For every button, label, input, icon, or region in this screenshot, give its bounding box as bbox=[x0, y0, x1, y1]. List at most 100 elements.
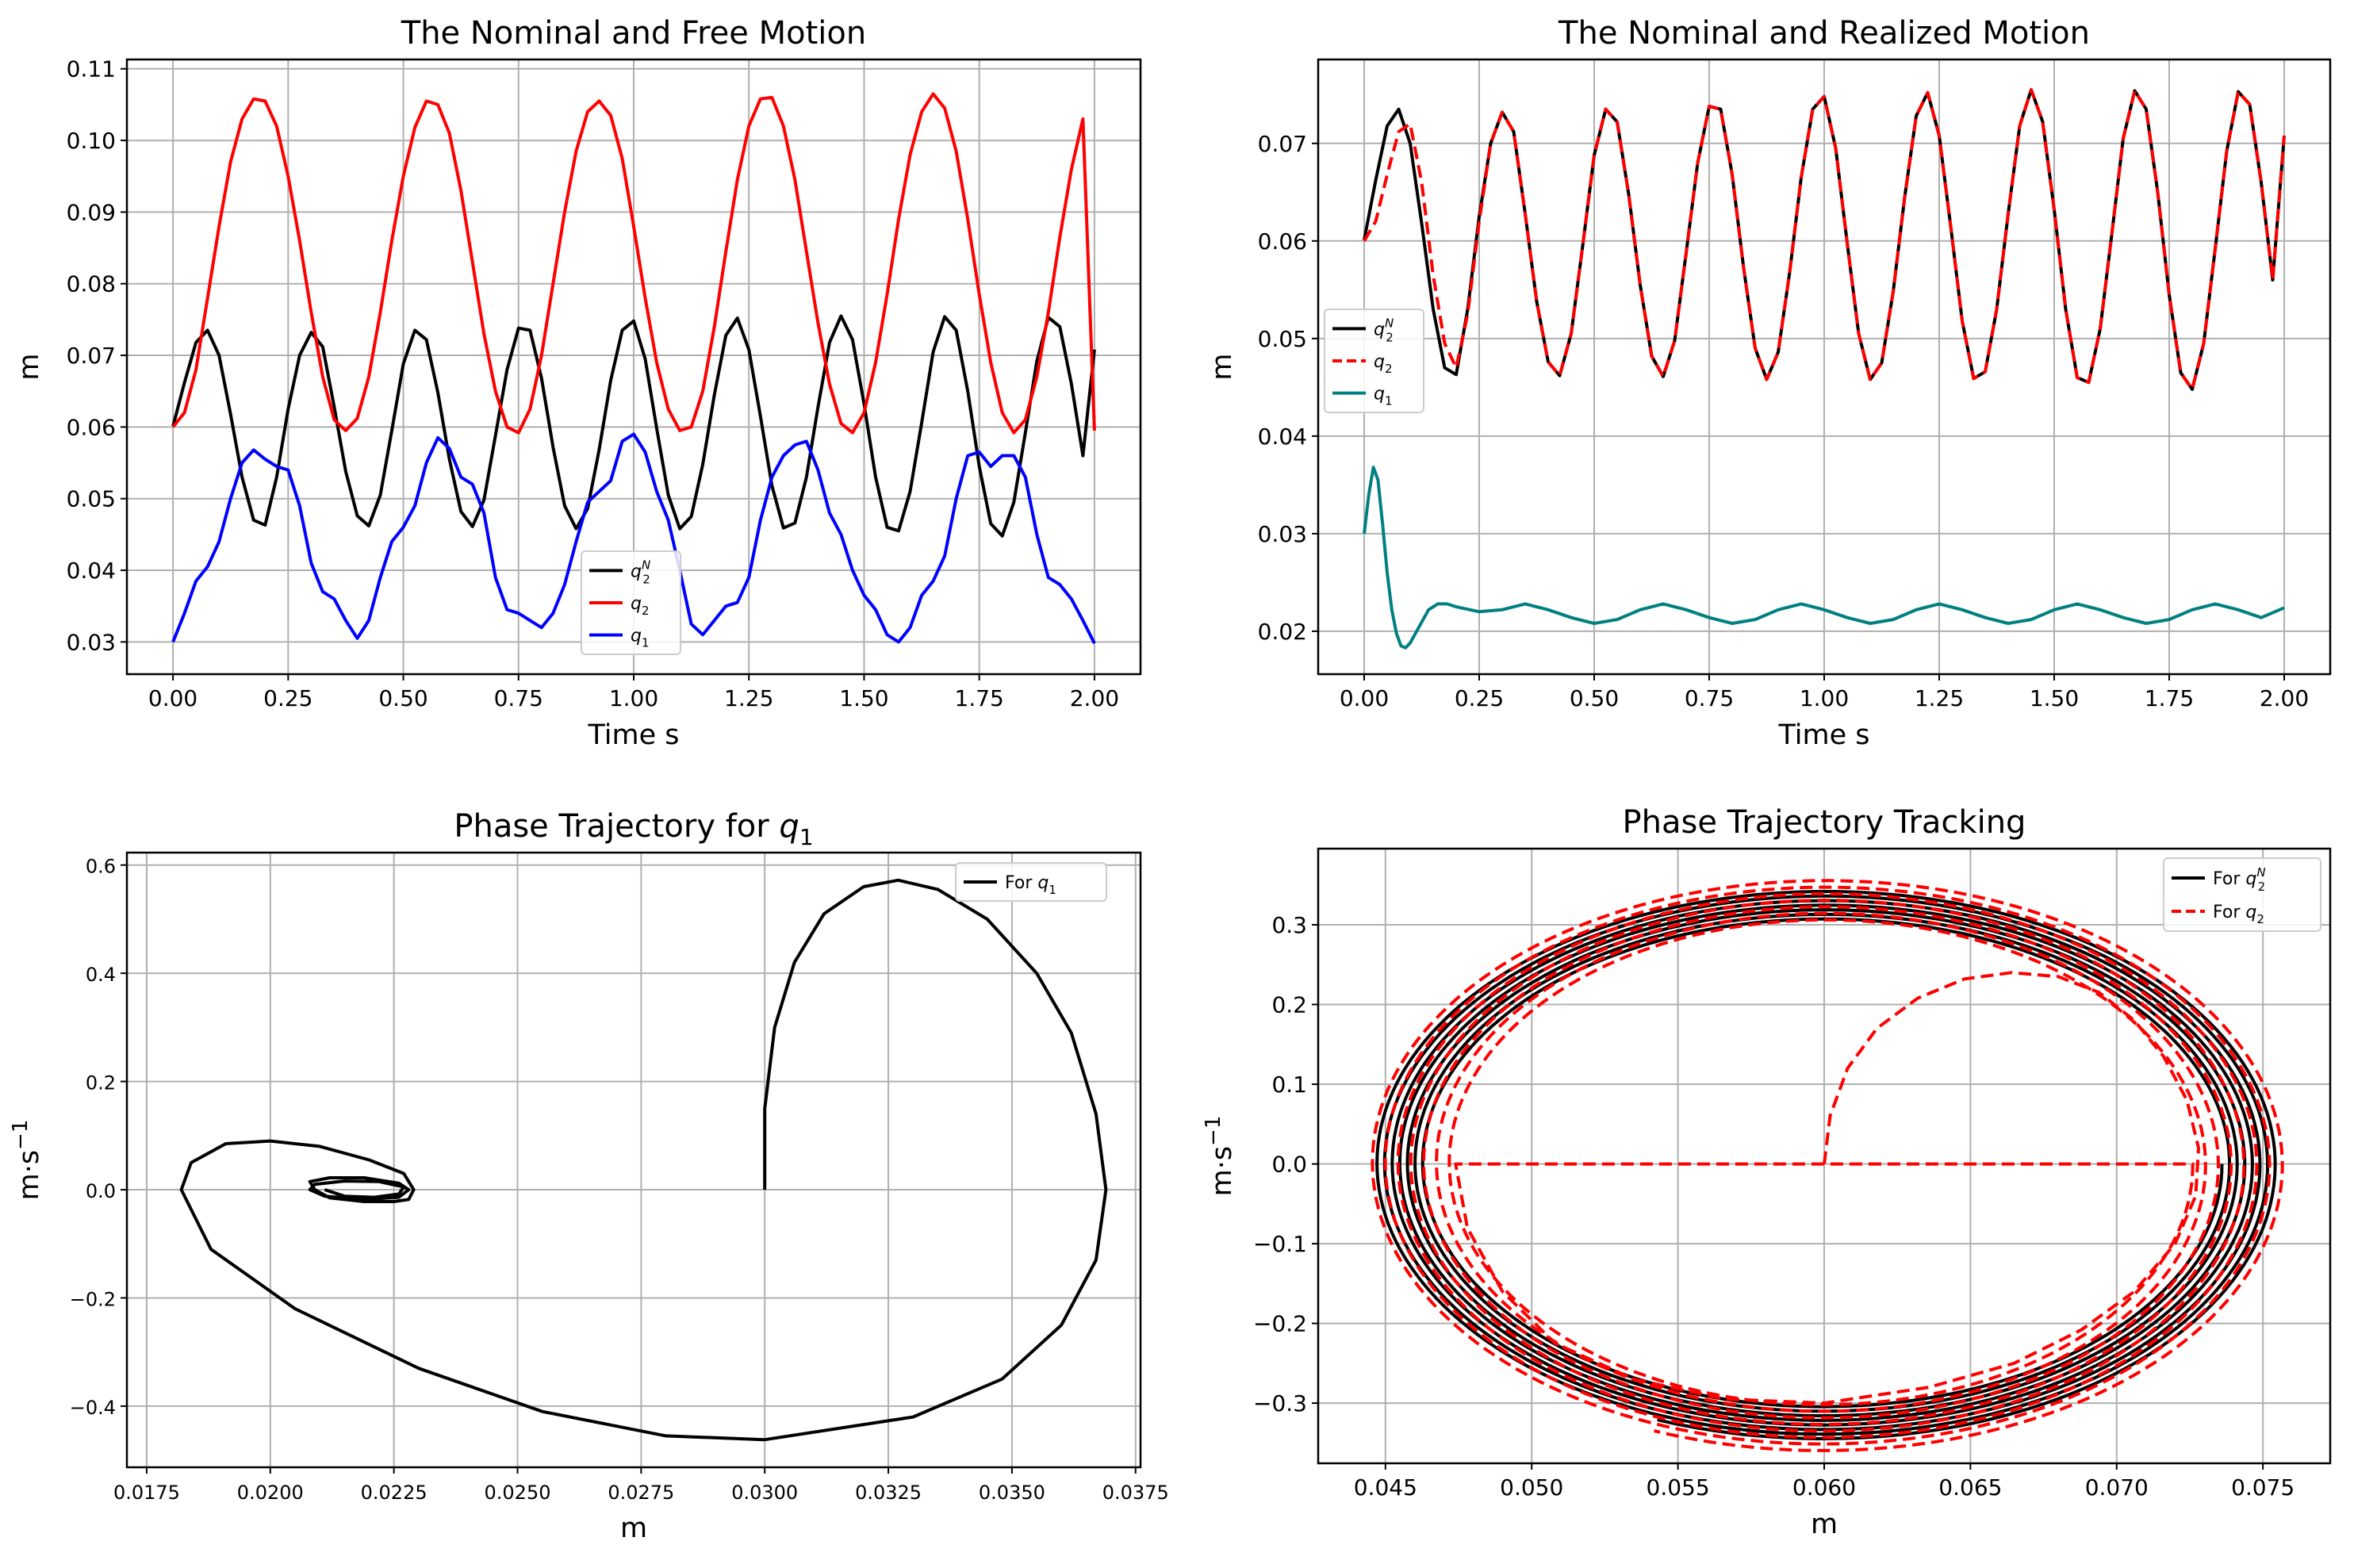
chart-title: Phase Trajectory Tracking bbox=[1623, 804, 2026, 841]
y-tick-label: 0.04 bbox=[1258, 424, 1307, 450]
x-tick-label: 0.25 bbox=[263, 685, 312, 711]
legend-box bbox=[581, 550, 681, 655]
legend-label-var: q bbox=[631, 627, 642, 646]
legend-label-prefix: For bbox=[1005, 873, 1037, 893]
chart-title: The Nominal and Realized Motion bbox=[1558, 15, 2090, 52]
chart-title-text: Phase Trajectory Tracking bbox=[1623, 804, 2026, 841]
chart-title-text: Phase Trajectory for bbox=[454, 808, 779, 845]
axes-frame bbox=[1317, 58, 2332, 676]
legend-label-q2: q2 bbox=[1374, 352, 1393, 376]
x-tick-label: 1.50 bbox=[2030, 685, 2079, 711]
series-line-q1 bbox=[1363, 466, 2285, 650]
y-tick-label: 0.06 bbox=[1258, 228, 1307, 255]
legend-label-q1: q1 bbox=[1374, 385, 1393, 408]
y-tick-label: 0.04 bbox=[67, 558, 116, 584]
legend-label-sub: 2 bbox=[642, 604, 650, 618]
legend-label-sup: N bbox=[2256, 865, 2265, 880]
series-line-for-q1 bbox=[179, 878, 1108, 1442]
legend-label-sup: N bbox=[642, 558, 650, 572]
y-tick-label: 0.05 bbox=[67, 486, 116, 512]
legend-label-sub: 2 bbox=[2258, 880, 2266, 894]
x-tick-label: 2.00 bbox=[1070, 685, 1119, 711]
legend-label-var: q bbox=[631, 562, 642, 581]
legend-label-var: q bbox=[2245, 869, 2256, 889]
legend-label-var: q bbox=[631, 594, 642, 614]
y-tick-label: 0.6 bbox=[86, 856, 116, 878]
x-axis-label: Time s bbox=[587, 719, 679, 751]
y-tick-label: 0.08 bbox=[67, 271, 116, 297]
legend-label-var: q bbox=[1374, 320, 1385, 339]
axes-frame bbox=[125, 58, 1142, 676]
x-tick-label: 0.0375 bbox=[1102, 1482, 1169, 1504]
legend-label-sub: 2 bbox=[642, 572, 650, 586]
x-tick-label: 0.00 bbox=[148, 685, 197, 711]
chart-title: The Nominal and Free Motion bbox=[401, 15, 866, 52]
y-axis-label: m·s−1 bbox=[1202, 1116, 1238, 1197]
legend-label-var: q bbox=[1374, 385, 1385, 404]
legend-label-prefix: For bbox=[2213, 903, 2245, 922]
x-tick-label: 1.25 bbox=[1915, 685, 1964, 711]
x-tick-label: 0.75 bbox=[494, 685, 543, 711]
axes-frame bbox=[125, 851, 1142, 1469]
x-tick-label: 0.0325 bbox=[855, 1482, 922, 1504]
y-axis-label-text: m bbox=[13, 353, 45, 380]
x-tick-label: 1.75 bbox=[955, 685, 1004, 711]
y-tick-label: 0.06 bbox=[67, 414, 116, 440]
chart-p4: 0.045 0.050 0.055 0.060 0.065 0.070 0.075 −0.3 −… bbox=[1202, 804, 2332, 1540]
x-axis-label: m bbox=[620, 1512, 647, 1544]
chart-title-text: The Nominal and Free Motion bbox=[401, 15, 866, 52]
legend-label-sub: 2 bbox=[2256, 912, 2264, 926]
y-tick-label: 0.10 bbox=[67, 128, 116, 154]
plot-area bbox=[179, 878, 1108, 1442]
y-tick-label: 0.0 bbox=[1271, 1152, 1307, 1178]
series-line-q2 bbox=[171, 92, 1096, 435]
x-tick-label: 1.00 bbox=[609, 685, 658, 711]
series-line-q1 bbox=[171, 432, 1096, 645]
chart-p2: 0.00 0.25 0.50 0.75 1.00 1.25 1.50 1.75 2.00 0.02… bbox=[1206, 15, 2332, 751]
y-tick-label: 0.4 bbox=[86, 964, 116, 986]
y-tick-label: 0.03 bbox=[67, 629, 116, 655]
x-tick-label: 0.065 bbox=[1938, 1474, 2002, 1501]
legend-label-sub: 2 bbox=[1385, 362, 1393, 376]
x-tick-label: 0.075 bbox=[2231, 1474, 2295, 1501]
legend-box bbox=[1324, 309, 1424, 413]
x-tick-label: 0.75 bbox=[1685, 685, 1734, 711]
x-tick-label: 2.00 bbox=[2260, 685, 2309, 711]
x-tick-label: 0.50 bbox=[378, 685, 427, 711]
y-tick-label: 0.09 bbox=[67, 199, 116, 225]
plot-area bbox=[1363, 88, 2286, 650]
y-tick-label: 0.11 bbox=[67, 56, 116, 82]
y-tick-label: −0.1 bbox=[1253, 1231, 1307, 1257]
legend-label-for-q2: For q2 bbox=[2213, 903, 2264, 926]
x-tick-label: 1.75 bbox=[2145, 685, 2194, 711]
x-tick-label: 0.0250 bbox=[485, 1482, 551, 1504]
y-axis-label: m bbox=[1206, 353, 1238, 380]
y-tick-label: 0.3 bbox=[1271, 912, 1307, 938]
x-tick-label: 0.045 bbox=[1354, 1474, 1417, 1501]
chart-p3: 0.0175 0.0200 0.0225 0.0250 0.0275 0.0300 0.03… bbox=[9, 808, 1169, 1544]
legend-label-var: q bbox=[1037, 873, 1049, 893]
x-tick-label: 0.055 bbox=[1647, 1474, 1710, 1501]
chart-title-text: The Nominal and Realized Motion bbox=[1558, 15, 2090, 52]
chart-title-sub: 1 bbox=[799, 824, 814, 850]
y-tick-label: −0.4 bbox=[70, 1397, 116, 1419]
legend-label-var: q bbox=[1374, 352, 1385, 372]
y-tick-label: 0.0 bbox=[86, 1180, 116, 1202]
y-tick-label: 0.02 bbox=[1258, 619, 1307, 645]
legend-label-prefix: For bbox=[2213, 869, 2245, 889]
x-tick-label: 0.050 bbox=[1500, 1474, 1563, 1501]
chart-p1: 0.00 0.25 0.50 0.75 1.00 1.25 1.50 1.75 2.00 0.03… bbox=[13, 15, 1142, 751]
x-axis-label: m bbox=[1811, 1509, 1838, 1540]
legend-label-for-q1: For q1 bbox=[1005, 873, 1056, 897]
legend-label-sub: 1 bbox=[1049, 883, 1056, 897]
x-tick-label: 0.070 bbox=[2085, 1474, 2149, 1501]
chart-title-var: q bbox=[779, 808, 799, 845]
x-tick-label: 1.00 bbox=[1800, 685, 1849, 711]
x-tick-label: 0.0175 bbox=[113, 1482, 180, 1504]
plot-area bbox=[171, 92, 1096, 645]
legend-label-sub: 2 bbox=[1386, 330, 1394, 344]
